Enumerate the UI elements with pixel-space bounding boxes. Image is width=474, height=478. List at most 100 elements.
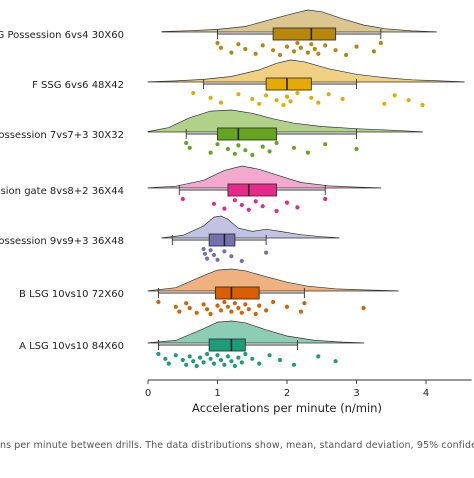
data-point [284, 94, 290, 99]
iqr-box [208, 338, 246, 352]
data-point [284, 304, 290, 309]
data-point [316, 51, 321, 56]
data-point [222, 206, 227, 211]
data-point [208, 95, 213, 100]
data-point [361, 305, 366, 311]
x-axis-label: Accelerations per minute (n/min) [192, 401, 382, 415]
data-point [243, 351, 248, 357]
data-point [201, 302, 206, 307]
data-point [243, 148, 248, 153]
data-point [271, 299, 276, 305]
data-point [211, 252, 217, 258]
data-point [378, 40, 383, 46]
data-point [225, 354, 230, 359]
data-point [222, 249, 227, 254]
data-point [184, 362, 189, 367]
data-point [232, 363, 237, 369]
row-label: B LSG 10vs10 72X60 [19, 289, 124, 300]
data-point [236, 305, 241, 311]
data-point [229, 50, 234, 55]
data-point [173, 353, 178, 358]
data-point [211, 201, 217, 206]
density-cloud [161, 9, 437, 33]
data-point [250, 356, 255, 361]
data-point [323, 142, 328, 147]
data-point [316, 100, 321, 105]
data-point [260, 43, 265, 48]
data-point [305, 50, 310, 55]
density-cloud [147, 268, 399, 292]
x-tick-label: 3 [353, 388, 359, 399]
data-point [312, 46, 317, 52]
row-group-1: G Possession 6vs4 30X60 [0, 9, 437, 58]
data-point [229, 254, 234, 259]
data-point [354, 44, 359, 49]
data-point [215, 40, 220, 46]
data-point [208, 356, 213, 361]
data-point [208, 150, 213, 155]
data-point [208, 311, 213, 317]
row-label: G Possession 6vs4 30X60 [0, 30, 124, 41]
data-point [184, 301, 189, 306]
row-group-6: B LSG 10vs10 72X60 [19, 268, 399, 317]
data-point [187, 354, 192, 359]
data-point [298, 309, 303, 314]
data-point [232, 151, 237, 156]
data-point [257, 361, 262, 366]
row-label: ossession gate 8vs8+2 36X44 [0, 186, 124, 197]
data-point [180, 357, 185, 363]
data-point [340, 96, 345, 102]
data-point [156, 351, 161, 357]
data-point [201, 246, 206, 252]
density-cloud [147, 59, 465, 83]
iqr-box [217, 127, 278, 141]
data-point [229, 309, 234, 314]
data-point [302, 301, 307, 306]
data-point [271, 48, 276, 53]
density-cloud [147, 109, 423, 133]
data-point [215, 142, 220, 147]
data-point [295, 40, 300, 46]
data-point [288, 99, 293, 104]
data-point [191, 90, 196, 96]
data-point [225, 146, 230, 152]
data-point [382, 101, 387, 106]
data-point [236, 143, 241, 148]
data-point [236, 92, 241, 97]
data-point [392, 93, 397, 98]
data-point [229, 359, 234, 364]
data-point [222, 299, 227, 305]
data-point [420, 102, 425, 108]
row-group-3: Possession 7vs7+3 30X32 [0, 109, 423, 158]
data-point [215, 257, 220, 262]
data-point [295, 90, 300, 96]
data-point [253, 311, 258, 317]
data-point [218, 100, 224, 105]
x-tick-label: 1 [214, 388, 220, 399]
data-point [202, 251, 208, 256]
row-group-2: F SSG 6vs6 48X42 [32, 59, 465, 108]
data-point [246, 207, 251, 212]
data-point [284, 200, 290, 205]
data-point [333, 48, 338, 53]
iqr-box [265, 77, 312, 91]
data-point [291, 145, 297, 150]
data-point [281, 102, 286, 108]
data-point [333, 359, 338, 364]
data-point [222, 362, 227, 367]
data-point [316, 354, 321, 359]
data-point [208, 248, 213, 253]
data-point [184, 140, 189, 146]
data-point [309, 42, 314, 47]
data-point [156, 299, 161, 305]
data-point [277, 357, 283, 363]
data-point [194, 363, 199, 369]
data-point [253, 199, 258, 204]
row-label: Possession 7vs7+3 30X32 [0, 130, 124, 141]
row-group-4: ossession gate 8vs8+2 36X44 [0, 165, 382, 214]
data-point [274, 140, 279, 146]
data-point [191, 359, 196, 364]
data-point [232, 198, 237, 203]
data-point [344, 52, 349, 58]
